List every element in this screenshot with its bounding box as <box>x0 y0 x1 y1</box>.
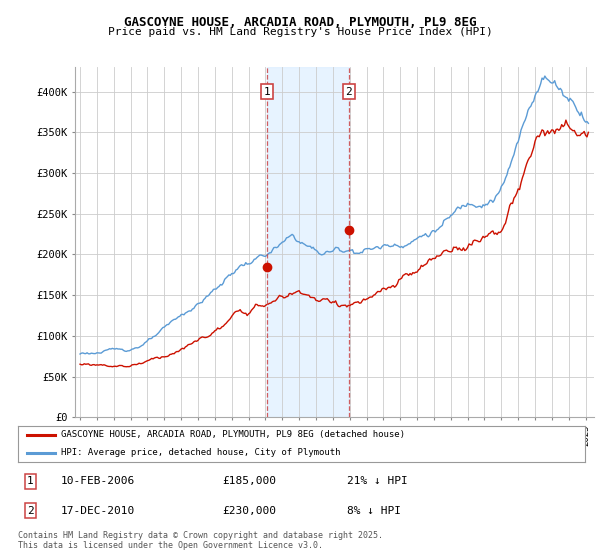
Text: HPI: Average price, detached house, City of Plymouth: HPI: Average price, detached house, City… <box>61 449 340 458</box>
Text: £230,000: £230,000 <box>222 506 276 516</box>
Bar <box>267 67 349 417</box>
Text: 1: 1 <box>27 476 34 486</box>
Text: 8% ↓ HPI: 8% ↓ HPI <box>347 506 401 516</box>
Text: Contains HM Land Registry data © Crown copyright and database right 2025.
This d: Contains HM Land Registry data © Crown c… <box>18 531 383 550</box>
Text: £185,000: £185,000 <box>222 476 276 486</box>
Text: 21% ↓ HPI: 21% ↓ HPI <box>347 476 407 486</box>
Text: 17-DEC-2010: 17-DEC-2010 <box>61 506 135 516</box>
Text: 1: 1 <box>264 87 271 97</box>
Text: 2: 2 <box>346 87 352 97</box>
Text: GASCOYNE HOUSE, ARCADIA ROAD, PLYMOUTH, PL9 8EG: GASCOYNE HOUSE, ARCADIA ROAD, PLYMOUTH, … <box>124 16 476 29</box>
Text: Price paid vs. HM Land Registry's House Price Index (HPI): Price paid vs. HM Land Registry's House … <box>107 27 493 37</box>
Text: GASCOYNE HOUSE, ARCADIA ROAD, PLYMOUTH, PL9 8EG (detached house): GASCOYNE HOUSE, ARCADIA ROAD, PLYMOUTH, … <box>61 430 404 439</box>
Text: 10-FEB-2006: 10-FEB-2006 <box>61 476 135 486</box>
Text: 2: 2 <box>27 506 34 516</box>
